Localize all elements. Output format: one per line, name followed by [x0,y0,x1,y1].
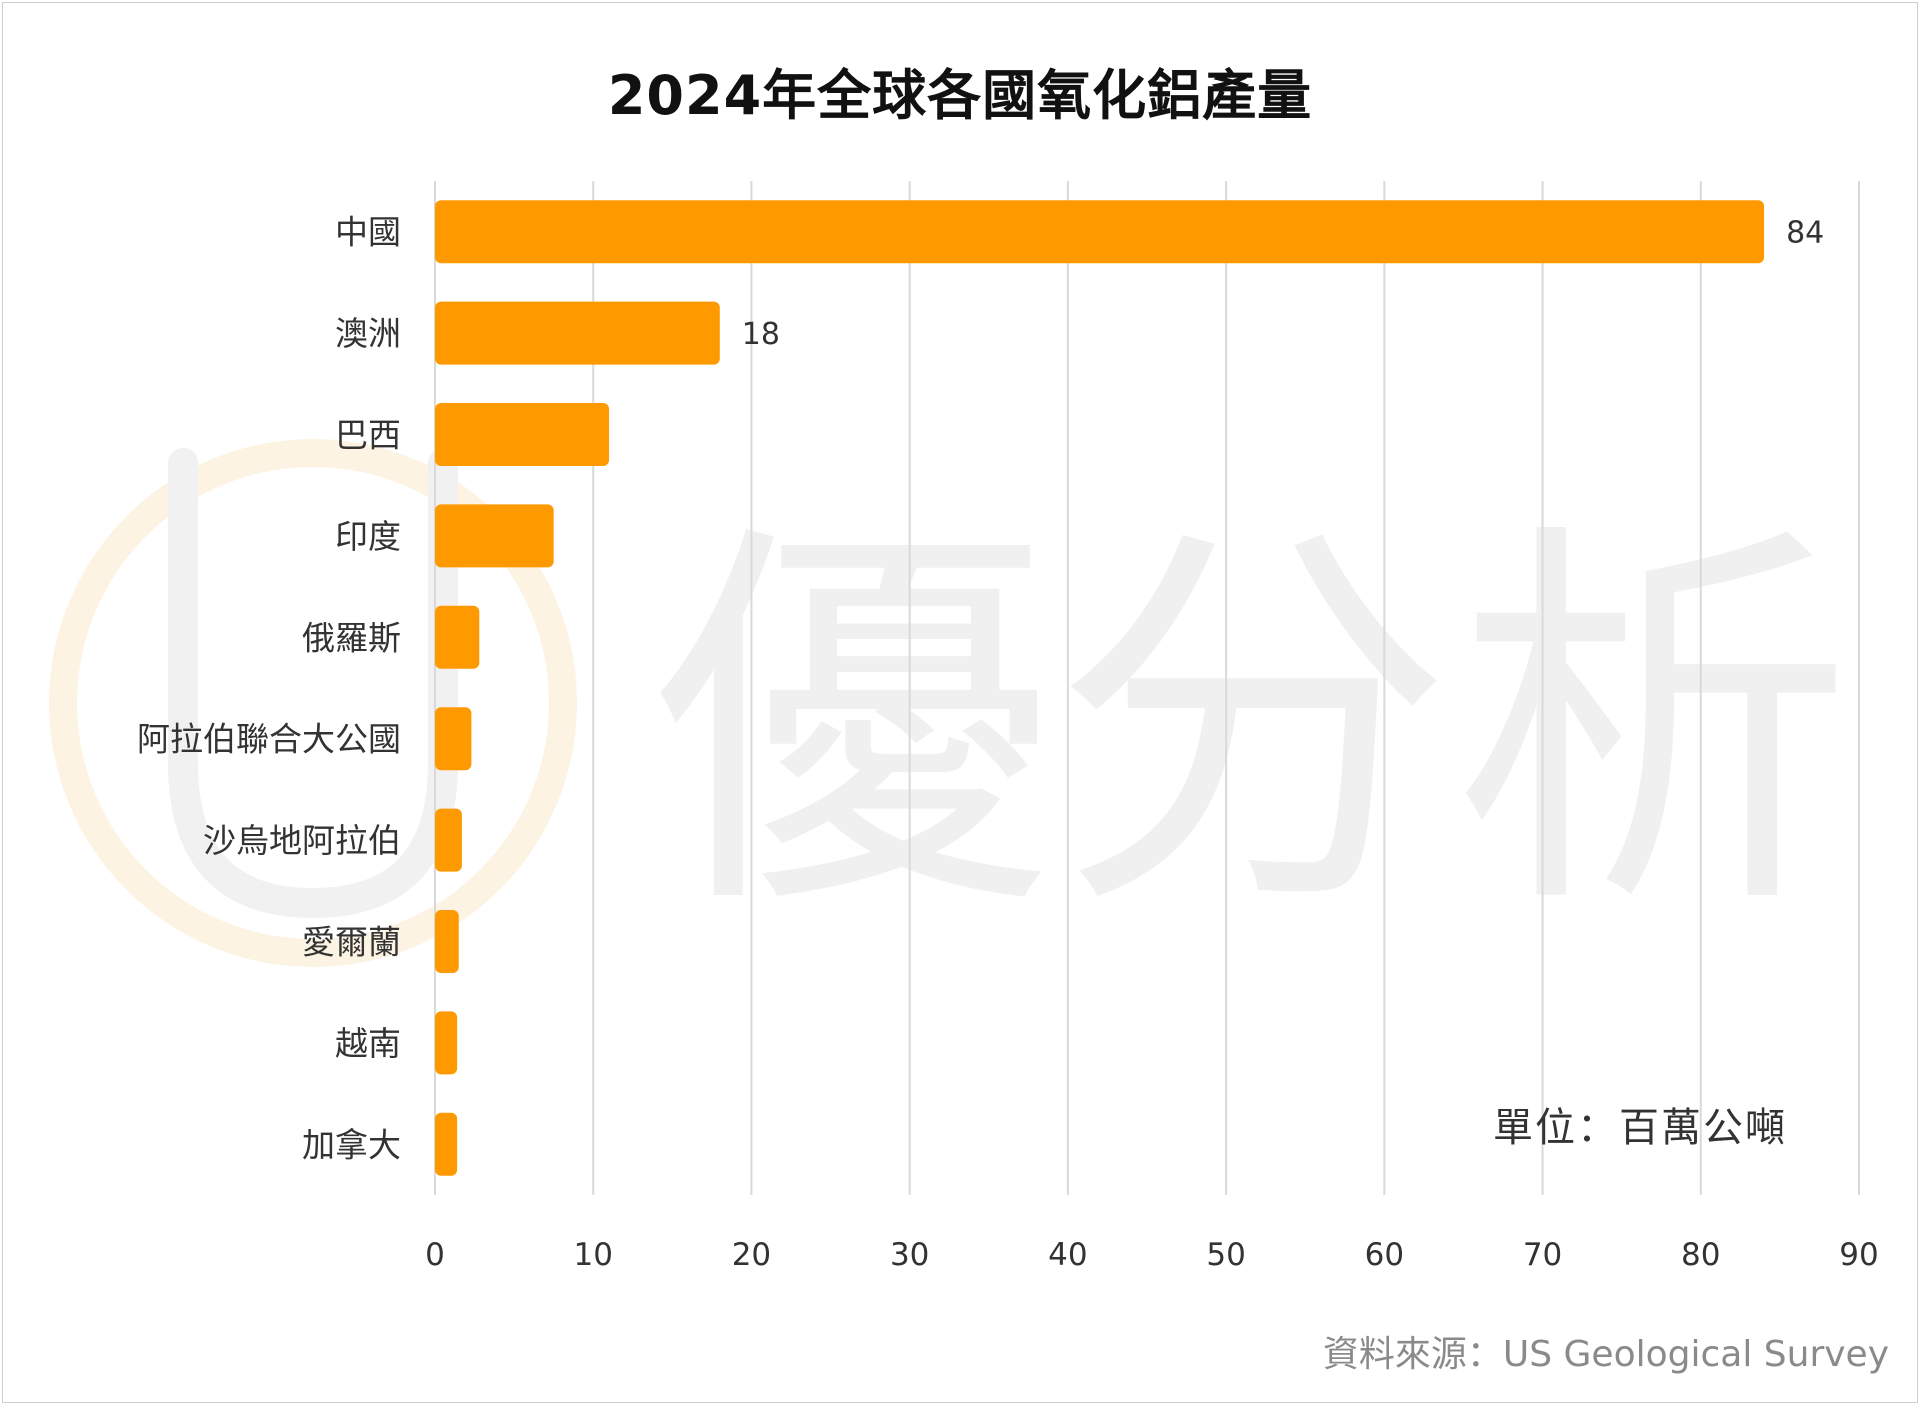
x-tick-label: 90 [1839,1237,1878,1273]
bar [435,1011,458,1075]
category-label: 加拿大 [302,1125,401,1164]
category-label: 愛爾蘭 [302,923,401,962]
category-label: 印度 [335,517,401,556]
category-label: 中國 [335,213,401,252]
watermark-ring [49,439,577,967]
chart-title: 2024年全球各國氧化鋁產量 [607,64,1313,127]
bar [435,808,462,872]
x-tick-labels: 0 10 20 30 40 50 60 70 80 90 [425,1237,1879,1273]
unit-note: 單位：百萬公噸 [1493,1105,1787,1151]
bar [435,403,610,466]
x-tick-label: 40 [1048,1237,1087,1273]
x-tick-label: 50 [1206,1237,1245,1273]
x-tick-label: 0 [425,1237,445,1273]
bar [435,1112,458,1176]
data-label: 18 [742,317,780,352]
x-tick-label: 10 [573,1237,612,1273]
bar [435,605,480,669]
category-label: 沙烏地阿拉伯 [203,821,401,860]
bar [435,910,459,973]
x-tick-label: 60 [1365,1237,1404,1273]
category-label: 巴西 [335,416,401,455]
x-tick-label: 70 [1523,1237,1562,1273]
grid-lines [434,181,1860,1195]
bar [435,707,472,771]
watermark-u-shape [168,448,458,919]
bars [435,200,1765,1176]
bar [435,200,1765,264]
watermark-logo: 優分析 [49,439,1853,967]
bar [435,504,554,568]
category-label: 越南 [335,1024,401,1063]
category-label: 澳洲 [335,314,401,353]
watermark-text: 優分析 [653,493,1853,958]
source-note: 資料來源：US Geological Survey [1322,1334,1889,1375]
x-tick-label: 30 [890,1237,929,1273]
x-tick-label: 20 [732,1237,771,1273]
category-label: 俄羅斯 [302,618,401,657]
data-label: 84 [1786,216,1824,251]
bar [435,301,720,365]
x-tick-label: 80 [1681,1237,1720,1273]
category-label: 阿拉伯聯合大公國 [137,720,401,759]
data-labels: 84 18 [742,216,1824,352]
